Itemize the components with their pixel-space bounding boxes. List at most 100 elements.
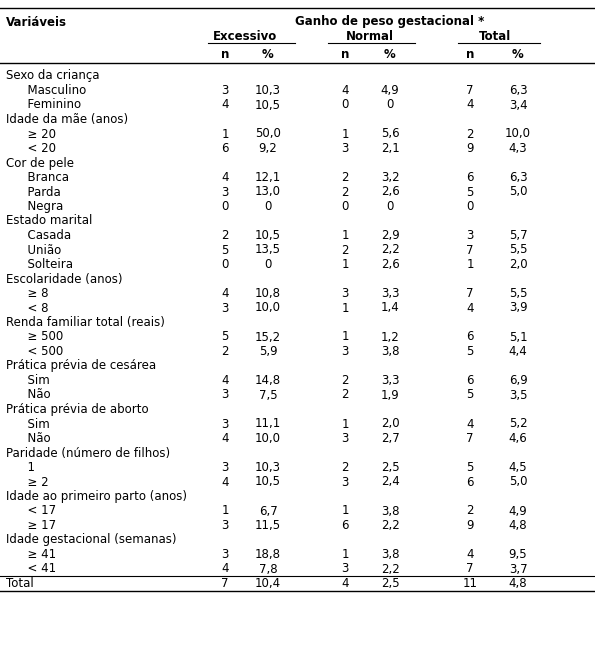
Text: Branca: Branca [20,171,69,184]
Text: 4: 4 [221,432,228,445]
Text: 9,2: 9,2 [259,142,277,155]
Text: 1: 1 [342,548,349,561]
Text: 3: 3 [342,142,349,155]
Text: 3: 3 [221,417,228,431]
Text: 2,2: 2,2 [381,243,399,257]
Text: União: União [20,243,61,257]
Text: Escolaridade (anos): Escolaridade (anos) [6,273,123,286]
Text: 2,2: 2,2 [381,562,399,575]
Text: 3,2: 3,2 [381,171,399,184]
Text: 0: 0 [342,200,349,213]
Text: 2,6: 2,6 [381,258,399,271]
Text: 6,9: 6,9 [509,374,527,387]
Text: 7,5: 7,5 [259,388,277,401]
Text: 5,5: 5,5 [509,243,527,257]
Text: 1: 1 [342,229,349,242]
Text: 3,8: 3,8 [381,548,399,561]
Text: 6: 6 [466,476,474,489]
Text: Ganho de peso gestacional *: Ganho de peso gestacional * [295,15,485,28]
Text: 3,5: 3,5 [509,388,527,401]
Text: 4: 4 [466,302,474,314]
Text: < 17: < 17 [20,505,56,517]
Text: 3,9: 3,9 [509,302,527,314]
Text: ≥ 20: ≥ 20 [20,128,56,140]
Text: 5,0: 5,0 [509,185,527,198]
Text: Sim: Sim [20,374,50,387]
Text: 7: 7 [466,562,474,575]
Text: 1: 1 [342,417,349,431]
Text: 2,7: 2,7 [381,432,399,445]
Text: 4: 4 [221,374,228,387]
Text: ≥ 2: ≥ 2 [20,476,49,489]
Text: Normal: Normal [346,30,394,42]
Text: 1: 1 [342,505,349,517]
Text: 0: 0 [264,258,272,271]
Text: 7: 7 [466,287,474,300]
Text: 6: 6 [466,331,474,343]
Text: 2,4: 2,4 [381,476,399,489]
Text: 1: 1 [342,331,349,343]
Text: 3: 3 [342,432,349,445]
Text: Excessivo: Excessivo [213,30,277,42]
Text: 3: 3 [342,287,349,300]
Text: 3: 3 [221,302,228,314]
Text: 6: 6 [221,142,228,155]
Text: Total: Total [479,30,511,42]
Text: ≥ 8: ≥ 8 [20,287,49,300]
Text: 0: 0 [221,258,228,271]
Text: Paridade (número de filhos): Paridade (número de filhos) [6,446,170,460]
Text: 5,7: 5,7 [509,229,527,242]
Text: 2: 2 [466,505,474,517]
Text: Cor de pele: Cor de pele [6,157,74,169]
Text: 11,5: 11,5 [255,519,281,532]
Text: 1: 1 [342,128,349,140]
Text: 5,5: 5,5 [509,287,527,300]
Text: 11: 11 [462,577,478,590]
Text: 4,8: 4,8 [509,577,527,590]
Text: 4: 4 [221,99,228,112]
Text: 12,1: 12,1 [255,171,281,184]
Text: 6,7: 6,7 [259,505,277,517]
Text: 4: 4 [466,417,474,431]
Text: 3,8: 3,8 [381,505,399,517]
Text: Variáveis: Variáveis [6,15,67,28]
Text: 7: 7 [466,243,474,257]
Text: 2,5: 2,5 [381,461,399,474]
Text: 2,1: 2,1 [381,142,399,155]
Text: < 500: < 500 [20,345,63,358]
Text: 1,2: 1,2 [381,331,399,343]
Text: 9,5: 9,5 [509,548,527,561]
Text: 0: 0 [386,200,394,213]
Text: 3: 3 [221,519,228,532]
Text: 7: 7 [466,84,474,97]
Text: 3: 3 [342,345,349,358]
Text: 4,5: 4,5 [509,461,527,474]
Text: 14,8: 14,8 [255,374,281,387]
Text: 0: 0 [386,99,394,112]
Text: 4,8: 4,8 [509,519,527,532]
Text: Sim: Sim [20,417,50,431]
Text: 4,4: 4,4 [509,345,527,358]
Text: 5: 5 [466,461,474,474]
Text: 4: 4 [466,99,474,112]
Text: ≥ 17: ≥ 17 [20,519,56,532]
Text: 18,8: 18,8 [255,548,281,561]
Text: 5,9: 5,9 [259,345,277,358]
Text: 2,5: 2,5 [381,577,399,590]
Text: 5: 5 [466,388,474,401]
Text: n: n [341,48,349,60]
Text: 3,7: 3,7 [509,562,527,575]
Text: 2,9: 2,9 [381,229,399,242]
Text: 10,5: 10,5 [255,476,281,489]
Text: 3,3: 3,3 [381,287,399,300]
Text: 10,5: 10,5 [255,229,281,242]
Text: 3: 3 [221,84,228,97]
Text: 3: 3 [221,461,228,474]
Text: 3,8: 3,8 [381,345,399,358]
Text: 2: 2 [342,374,349,387]
Text: 4,9: 4,9 [509,505,527,517]
Text: 10,3: 10,3 [255,461,281,474]
Text: 6,3: 6,3 [509,84,527,97]
Text: Negra: Negra [20,200,63,213]
Text: 2,6: 2,6 [381,185,399,198]
